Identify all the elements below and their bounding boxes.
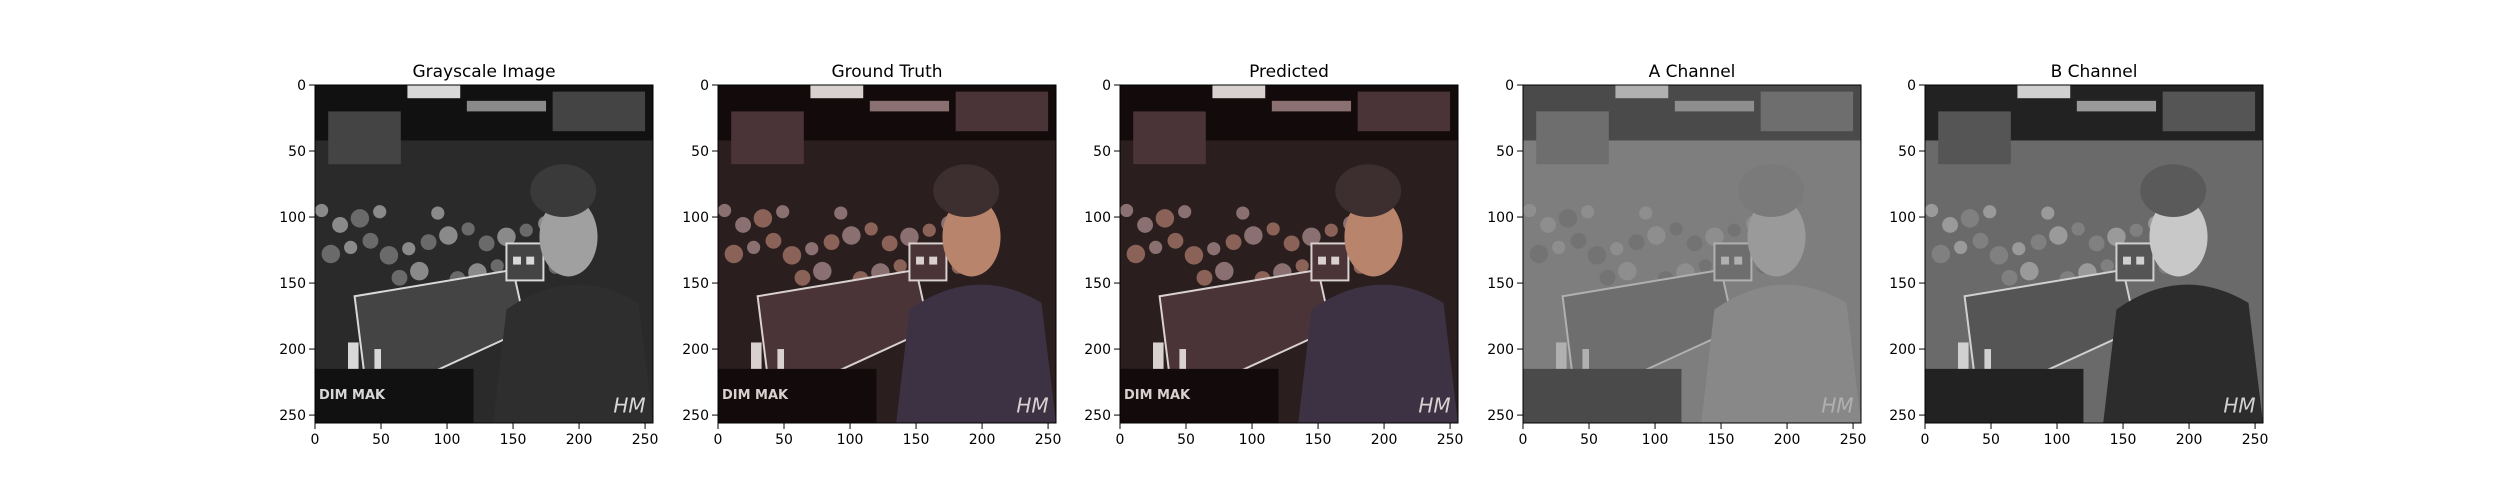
x-tick-label: 50 bbox=[1177, 432, 1195, 448]
panel-image: HM bbox=[1925, 85, 2263, 423]
y-tick-label: 200 bbox=[682, 342, 709, 358]
y-tick-label: 200 bbox=[1084, 342, 1111, 358]
panel-4: HM A Channel 0 50 100 150 200 250 0 50 100 150 200 25… bbox=[1487, 62, 1866, 448]
x-tick-label: 100 bbox=[434, 432, 461, 448]
y-tick-label: 50 bbox=[691, 144, 709, 160]
panel-image: DIM MAK HM bbox=[1120, 85, 1458, 423]
y-tick-label: 50 bbox=[1898, 144, 1916, 160]
x-tick-label: 150 bbox=[903, 432, 930, 448]
x-tick-label: 250 bbox=[1840, 432, 1867, 448]
y-tick-label: 100 bbox=[1084, 210, 1111, 226]
y-tick-label: 100 bbox=[1487, 210, 1514, 226]
y-tick-label: 150 bbox=[682, 276, 709, 292]
y-tick-label: 50 bbox=[1093, 144, 1111, 160]
panel-image: DIM MAK HM bbox=[718, 85, 1056, 423]
y-tick-label: 150 bbox=[279, 276, 306, 292]
corner-text: DIM MAK bbox=[1124, 388, 1191, 403]
y-tick-label: 150 bbox=[1889, 276, 1916, 292]
axes-frame bbox=[1924, 84, 2264, 424]
x-tick-label: 150 bbox=[2110, 432, 2137, 448]
axes-frame bbox=[717, 84, 1057, 424]
watermark: HM bbox=[613, 393, 645, 417]
x-tick-label: 0 bbox=[1921, 432, 1930, 448]
y-tick-label: 0 bbox=[1505, 78, 1514, 94]
panel-title: B Channel bbox=[2051, 62, 2138, 82]
x-tick-label: 50 bbox=[775, 432, 793, 448]
panel-title: Ground Truth bbox=[831, 62, 942, 82]
x-tick-label: 100 bbox=[2044, 432, 2071, 448]
y-tick-label: 200 bbox=[1487, 342, 1514, 358]
y-tick-label: 250 bbox=[1487, 408, 1514, 424]
watermark: HM bbox=[1418, 393, 1450, 417]
panel-image: HM bbox=[1523, 85, 1861, 423]
corner-text: DIM MAK bbox=[319, 388, 386, 403]
axes-frame bbox=[314, 84, 654, 424]
y-tick-label: 0 bbox=[1102, 78, 1111, 94]
panel-1: DIM MAK HM Grayscale Image 0 50 100 150 200 250 0… bbox=[279, 62, 658, 448]
panel-5: HM B Channel 0 50 100 150 200 250 0 50 100 150 200 25… bbox=[1889, 62, 2268, 448]
corner-text: DIM MAK bbox=[722, 388, 789, 403]
x-tick-label: 250 bbox=[632, 432, 659, 448]
y-tick-label: 50 bbox=[288, 144, 306, 160]
panel-title: Predicted bbox=[1249, 62, 1329, 82]
x-tick-label: 100 bbox=[837, 432, 864, 448]
axes-frame bbox=[1522, 84, 1862, 424]
y-tick-label: 0 bbox=[297, 78, 306, 94]
panel-title: Grayscale Image bbox=[412, 62, 555, 82]
y-tick-label: 100 bbox=[279, 210, 306, 226]
x-tick-label: 150 bbox=[1305, 432, 1332, 448]
axes-frame bbox=[1119, 84, 1459, 424]
y-tick-label: 0 bbox=[700, 78, 709, 94]
y-tick-label: 200 bbox=[1889, 342, 1916, 358]
x-tick-label: 50 bbox=[372, 432, 390, 448]
y-tick-label: 50 bbox=[1496, 144, 1514, 160]
watermark: HM bbox=[1821, 393, 1853, 417]
y-tick-label: 250 bbox=[279, 408, 306, 424]
x-tick-label: 0 bbox=[714, 432, 723, 448]
y-tick-label: 250 bbox=[682, 408, 709, 424]
x-tick-label: 50 bbox=[1982, 432, 2000, 448]
x-tick-label: 150 bbox=[500, 432, 527, 448]
x-tick-label: 200 bbox=[1371, 432, 1398, 448]
x-tick-label: 200 bbox=[1774, 432, 1801, 448]
x-tick-label: 0 bbox=[1519, 432, 1528, 448]
x-tick-label: 100 bbox=[1642, 432, 1669, 448]
x-tick-label: 200 bbox=[969, 432, 996, 448]
watermark: HM bbox=[1016, 393, 1048, 417]
x-tick-label: 250 bbox=[2242, 432, 2269, 448]
y-tick-label: 200 bbox=[279, 342, 306, 358]
panel-3: DIM MAK HM Predicted 0 50 100 150 200 250 0 50 100 1… bbox=[1084, 62, 1463, 448]
panel-image: DIM MAK HM bbox=[315, 85, 653, 423]
y-tick-label: 250 bbox=[1889, 408, 1916, 424]
x-tick-label: 250 bbox=[1437, 432, 1464, 448]
x-tick-label: 50 bbox=[1580, 432, 1598, 448]
x-tick-label: 200 bbox=[2176, 432, 2203, 448]
watermark: HM bbox=[2223, 393, 2255, 417]
y-tick-label: 0 bbox=[1907, 78, 1916, 94]
y-tick-label: 100 bbox=[1889, 210, 1916, 226]
x-tick-label: 100 bbox=[1239, 432, 1266, 448]
y-tick-label: 100 bbox=[682, 210, 709, 226]
x-tick-label: 150 bbox=[1708, 432, 1735, 448]
panel-title: A Channel bbox=[1649, 62, 1736, 82]
y-tick-label: 150 bbox=[1084, 276, 1111, 292]
panel-2: DIM MAK HM Ground Truth 0 50 100 150 200 250 0 50 1… bbox=[682, 62, 1061, 448]
x-tick-label: 200 bbox=[566, 432, 593, 448]
y-tick-label: 150 bbox=[1487, 276, 1514, 292]
y-tick-label: 250 bbox=[1084, 408, 1111, 424]
x-tick-label: 250 bbox=[1035, 432, 1062, 448]
x-tick-label: 0 bbox=[311, 432, 320, 448]
x-tick-label: 0 bbox=[1116, 432, 1125, 448]
